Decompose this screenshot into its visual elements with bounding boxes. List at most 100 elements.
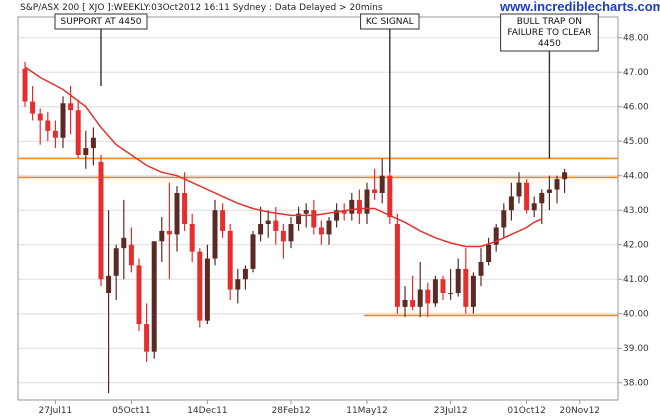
candle-body bbox=[341, 210, 347, 214]
candle-body bbox=[470, 275, 476, 307]
annotation-label: 4450 bbox=[538, 39, 561, 49]
candle-body bbox=[90, 137, 96, 149]
x-tick-label: 11May12 bbox=[346, 406, 388, 416]
candle-body bbox=[75, 110, 81, 156]
candle-body bbox=[501, 210, 507, 228]
x-tick-label: 14Dec11 bbox=[187, 406, 227, 416]
moving-average bbox=[24, 66, 543, 248]
candle-body bbox=[144, 324, 150, 352]
candle-body bbox=[174, 192, 180, 235]
candle-body bbox=[554, 179, 560, 190]
candle-body bbox=[508, 196, 514, 211]
candle-body bbox=[83, 148, 89, 156]
candle-body bbox=[402, 299, 408, 307]
candle-body bbox=[463, 268, 469, 307]
candle-body bbox=[212, 210, 218, 259]
candle-body bbox=[311, 210, 317, 228]
x-tick-label: 28Feb12 bbox=[272, 406, 311, 416]
candle-body bbox=[524, 182, 530, 211]
candle-body bbox=[68, 103, 74, 111]
candle-body bbox=[22, 68, 28, 102]
annotation-label: BULL TRAP ON bbox=[517, 17, 582, 27]
candle-body bbox=[493, 227, 499, 245]
candle-body bbox=[379, 175, 385, 193]
candle-body bbox=[394, 224, 400, 307]
candle-body bbox=[448, 293, 454, 295]
candle-body bbox=[546, 189, 552, 193]
candle-body bbox=[128, 244, 134, 266]
candle-body bbox=[531, 203, 537, 211]
y-tick-label: 44.00 bbox=[623, 172, 649, 182]
candle-body bbox=[60, 103, 66, 138]
annotation-label: FAILURE TO CLEAR bbox=[507, 28, 591, 38]
candle-body bbox=[136, 265, 142, 325]
candle-body bbox=[258, 224, 264, 235]
candle-body bbox=[189, 224, 195, 252]
annotation-box bbox=[500, 13, 599, 52]
y-tick-label: 45.00 bbox=[623, 137, 649, 147]
y-tick-label: 47.00 bbox=[623, 68, 649, 78]
candle-body bbox=[151, 241, 157, 352]
candle-body bbox=[113, 248, 119, 276]
candle-body bbox=[349, 199, 355, 214]
candle-body bbox=[273, 220, 279, 231]
y-tick-label: 39.00 bbox=[623, 344, 649, 354]
candle-body bbox=[227, 230, 233, 290]
candle-body bbox=[52, 130, 58, 138]
y-tick-label: 46.00 bbox=[623, 103, 649, 113]
candle-body bbox=[250, 234, 256, 269]
candle-body bbox=[280, 230, 286, 242]
candle-body bbox=[318, 227, 324, 235]
candle-body bbox=[372, 189, 378, 193]
annotations: SUPPORT AT 4450 KC SIGNAL BULL TRAP ONFAIL… bbox=[54, 13, 599, 173]
y-tick-label: 38.00 bbox=[623, 379, 649, 389]
candle-body bbox=[204, 258, 210, 321]
y-tick-label: 42.00 bbox=[623, 241, 649, 251]
candle-body bbox=[303, 210, 309, 214]
x-tick-label: 27Jul11 bbox=[39, 406, 73, 416]
candle-body bbox=[98, 161, 104, 280]
candle-body bbox=[425, 289, 431, 304]
candle-body bbox=[235, 279, 241, 290]
x-tick-label: 01Oct12 bbox=[507, 406, 545, 416]
candle-body bbox=[440, 279, 446, 294]
candle-body bbox=[45, 120, 51, 131]
candle-body bbox=[539, 192, 545, 204]
x-tick-label: 23Jul12 bbox=[434, 406, 468, 416]
candle-body bbox=[356, 199, 362, 214]
candle-body bbox=[182, 192, 188, 225]
candle-body bbox=[220, 210, 226, 231]
candle-body bbox=[37, 113, 43, 121]
moving-average-line bbox=[24, 66, 543, 248]
y-tick-label: 43.00 bbox=[623, 206, 649, 216]
support-lines bbox=[18, 157, 618, 317]
candle-body bbox=[432, 279, 438, 304]
watermark-url: www.incrediblecharts.com bbox=[499, 0, 660, 14]
candle-body bbox=[242, 268, 248, 280]
candle-body bbox=[486, 244, 492, 262]
x-tick-label: 05Oct11 bbox=[112, 406, 150, 416]
candle-body bbox=[387, 175, 393, 218]
candles bbox=[22, 61, 568, 394]
x-tick-label: 20Nov12 bbox=[560, 406, 600, 416]
candle-body bbox=[106, 275, 112, 294]
candle-body bbox=[159, 230, 165, 242]
candle-body bbox=[410, 299, 416, 307]
candle-body bbox=[516, 182, 522, 197]
y-tick-label: 48.00 bbox=[623, 34, 649, 44]
chart-header: S&P/ASX 200 [ XJO ]:WEEKLY:03Oct2012 16:… bbox=[20, 3, 383, 13]
annotation-label: SUPPORT AT 4450 bbox=[61, 17, 142, 27]
y-tick-label: 40.00 bbox=[623, 310, 649, 320]
candle-body bbox=[334, 210, 340, 221]
candle-body bbox=[326, 220, 332, 235]
candle-body bbox=[296, 213, 302, 225]
x-axis: 27Jul11 05Oct11 14Dec11 28Feb12 11May12 23Jul… bbox=[39, 400, 600, 416]
plot-frame bbox=[17, 16, 619, 401]
candle-body bbox=[121, 237, 127, 249]
candle-body bbox=[455, 268, 461, 294]
candle-body bbox=[197, 251, 203, 321]
candle-body bbox=[166, 230, 172, 235]
y-tick-label: 41.00 bbox=[623, 275, 649, 285]
candle-body bbox=[30, 101, 36, 114]
